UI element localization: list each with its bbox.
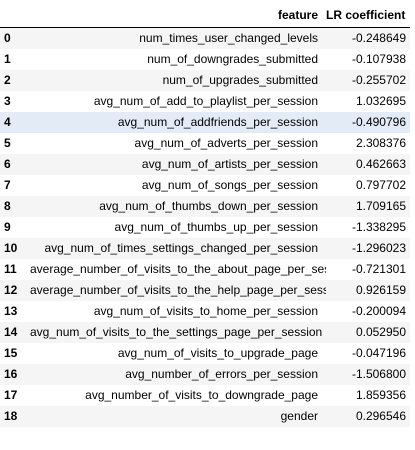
row-index: 13 xyxy=(4,304,18,318)
table-row[interactable]: 13 avg_num_of_visits_to_home_per_session -… xyxy=(0,300,410,322)
table-header: feature LR coefficient xyxy=(0,3,410,28)
coefficient-cell: 0.052950 xyxy=(355,325,406,339)
coefficient-cell: 1.859356 xyxy=(355,388,406,402)
row-index: 1 xyxy=(4,52,11,66)
row-index: 7 xyxy=(4,178,11,192)
coefficient-cell: -0.248649 xyxy=(351,31,406,46)
feature-cell: average_number_of_visits_to_the_about_pa… xyxy=(30,262,326,276)
feature-cell: avg_num_of_thumbs_up_per_session xyxy=(114,220,318,234)
feature-cell: avg_num_of_visits_to_upgrade_page xyxy=(117,346,318,360)
feature-cell: avg_number_of_errors_per_session xyxy=(125,367,318,381)
table-row[interactable]: 16 avg_number_of_errors_per_session -1.506… xyxy=(0,363,410,385)
coefficient-cell: -1.296023 xyxy=(351,241,406,255)
row-index: 16 xyxy=(4,367,18,381)
row-index: 5 xyxy=(4,136,11,150)
table-row[interactable]: 5 avg_num_of_adverts_per_session 2.308376 xyxy=(0,132,410,154)
row-index: 2 xyxy=(4,73,11,87)
table-row[interactable]: 4 avg_num_of_addfriends_per_session -0.490… xyxy=(0,111,410,133)
row-index: 11 xyxy=(4,262,17,276)
table-row[interactable]: 8 avg_num_of_thumbs_down_per_session 1.709… xyxy=(0,195,410,217)
row-index: 12 xyxy=(4,283,18,297)
table-row[interactable]: 18 gender 0.296546 xyxy=(0,405,410,427)
coefficient-cell: -1.506800 xyxy=(351,367,406,381)
table-row[interactable]: 14 avg_num_of_visits_to_the_settings_page… xyxy=(0,321,410,343)
header-row: feature LR coefficient xyxy=(0,3,410,28)
row-index: 8 xyxy=(4,199,11,213)
feature-cell: num_of_downgrades_submitted xyxy=(147,52,318,66)
table-row[interactable]: 17 avg_number_of_visits_to_downgrade_page… xyxy=(0,384,410,406)
feature-cell: num_times_user_changed_levels xyxy=(139,31,318,46)
row-index: 0 xyxy=(4,31,11,46)
feature-cell: avg_num_of_adverts_per_session xyxy=(134,136,318,150)
feature-cell: avg_num_of_visits_to_the_settings_page_p… xyxy=(30,325,323,339)
table-row[interactable]: 15 avg_num_of_visits_to_upgrade_page -0.04… xyxy=(0,342,410,364)
row-index: 15 xyxy=(4,346,18,360)
dataframe-table: feature LR coefficient 0 num_times_user_c… xyxy=(0,3,410,427)
table-body: 0 num_times_user_changed_levels -0.248649 1… xyxy=(0,27,410,427)
coefficient-cell: 0.462663 xyxy=(355,157,406,171)
coefficient-cell: -1.338295 xyxy=(351,220,406,234)
row-index: 17 xyxy=(4,388,18,402)
row-index: 9 xyxy=(4,220,11,234)
table-row[interactable]: 6 avg_num_of_artists_per_session 0.462663 xyxy=(0,153,410,175)
feature-cell: avg_number_of_visits_to_downgrade_page xyxy=(85,388,318,402)
table-row[interactable]: 10 avg_num_of_times_settings_changed_per_… xyxy=(0,237,410,259)
coefficient-cell: -0.255702 xyxy=(351,73,406,87)
row-index: 3 xyxy=(4,94,11,108)
feature-cell: avg_num_of_visits_to_home_per_session xyxy=(93,304,318,318)
table-row[interactable]: 11 average_number_of_visits_to_the_about_… xyxy=(0,258,410,280)
feature-cell: gender xyxy=(280,409,318,423)
table-row[interactable]: 12 average_number_of_visits_to_the_help_p… xyxy=(0,279,410,301)
coefficient-cell: 0.926159 xyxy=(355,283,406,297)
coefficient-cell: 1.032695 xyxy=(355,94,406,108)
table-row[interactable]: 9 avg_num_of_thumbs_up_per_session -1.3382… xyxy=(0,216,410,238)
coefficient-cell: -0.200094 xyxy=(351,304,406,318)
coefficient-cell: -0.047196 xyxy=(351,346,406,360)
row-index: 4 xyxy=(4,115,11,129)
coefficient-cell: 0.797702 xyxy=(355,178,406,192)
row-index: 18 xyxy=(4,409,18,423)
coefficient-cell: 2.308376 xyxy=(355,136,406,150)
row-index: 10 xyxy=(4,241,18,255)
coefficient-cell: -0.490796 xyxy=(351,115,406,129)
coefficient-cell: 0.296546 xyxy=(355,409,406,423)
index-column-header xyxy=(0,3,30,28)
feature-cell: average_number_of_visits_to_the_help_pag… xyxy=(30,283,326,297)
feature-cell: avg_num_of_addfriends_per_session xyxy=(117,115,318,129)
table-row[interactable]: 0 num_times_user_changed_levels -0.248649 xyxy=(0,27,410,49)
table-row[interactable]: 1 num_of_downgrades_submitted -0.107938 xyxy=(0,48,410,70)
table-row[interactable]: 7 avg_num_of_songs_per_session 0.797702 xyxy=(0,174,410,196)
feature-cell: avg_num_of_add_to_playlist_per_session xyxy=(93,94,318,108)
coefficient-cell: -0.107938 xyxy=(351,52,406,66)
coefficient-cell: 1.709165 xyxy=(355,199,406,213)
coefficient-cell: -0.721301 xyxy=(351,262,406,276)
row-index: 14 xyxy=(4,325,18,339)
coef-column-header: LR coefficient xyxy=(326,3,410,28)
table-row[interactable]: 2 num_of_upgrades_submitted -0.255702 xyxy=(0,69,410,91)
feature-cell: avg_num_of_thumbs_down_per_session xyxy=(99,199,318,213)
table-row[interactable]: 3 avg_num_of_add_to_playlist_per_session 1… xyxy=(0,90,410,112)
feature-column-header: feature xyxy=(30,3,326,28)
feature-cell: num_of_upgrades_submitted xyxy=(162,73,318,87)
row-index: 6 xyxy=(4,157,11,171)
feature-cell: avg_num_of_times_settings_changed_per_se… xyxy=(44,241,318,255)
feature-cell: avg_num_of_artists_per_session xyxy=(141,157,318,171)
feature-cell: avg_num_of_songs_per_session xyxy=(141,178,318,192)
